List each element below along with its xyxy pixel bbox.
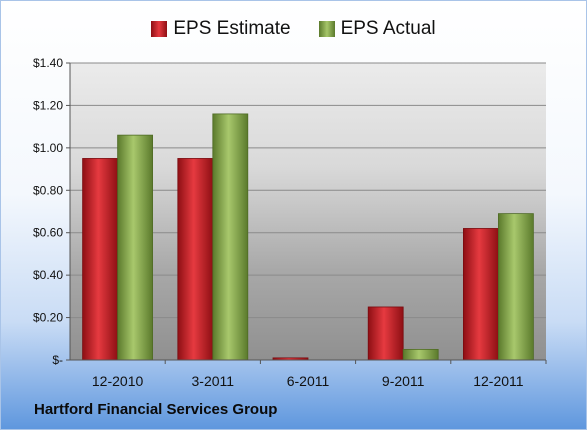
legend-swatch-actual: [318, 21, 335, 37]
y-axis: $1.40 $1.20 $1.00 $0.80 $0.60 $0.40 $0.20 $-: [33, 56, 71, 367]
bar-estimate: [82, 158, 118, 361]
legend-label-actual: EPS Actual: [340, 18, 436, 39]
y-tick-label: $0.20: [33, 311, 63, 325]
bar-actual: [117, 134, 153, 361]
y-tick-label: $1.00: [33, 141, 63, 155]
bar-estimate: [462, 228, 499, 361]
x-axis: 12-2010 3-2011 6-2011 9-2011 12-2011: [70, 359, 547, 389]
bars: [82, 113, 534, 361]
x-tick-label: 6-2011: [287, 373, 330, 389]
y-tick-label: $-: [52, 353, 63, 367]
y-tick-label: $0.80: [33, 183, 63, 197]
legend-swatch-estimate: [151, 21, 168, 37]
y-tick-label: $0.40: [33, 268, 63, 282]
bar-actual: [212, 113, 249, 361]
bar-actual: [402, 348, 439, 361]
y-tick-label: $0.60: [33, 226, 63, 240]
footer-title: Hartford Financial Services Group: [34, 401, 278, 418]
x-tick-label: 3-2011: [192, 373, 235, 389]
bar-actual: [497, 213, 534, 361]
bar-estimate: [367, 306, 404, 361]
legend: EPS Estimate EPS Actual: [1, 15, 586, 43]
legend-item-estimate: EPS Estimate: [151, 18, 291, 40]
x-tick-label: 12-2010: [92, 373, 144, 389]
y-tick-label: $1.40: [33, 56, 63, 70]
x-tick-label: 12-2011: [473, 373, 524, 389]
x-tick-label: 9-2011: [382, 373, 425, 389]
legend-label-estimate: EPS Estimate: [173, 18, 291, 39]
y-tick-label: $1.20: [33, 98, 63, 112]
bar-estimate: [177, 158, 214, 361]
legend-item-actual: EPS Actual: [318, 18, 436, 40]
